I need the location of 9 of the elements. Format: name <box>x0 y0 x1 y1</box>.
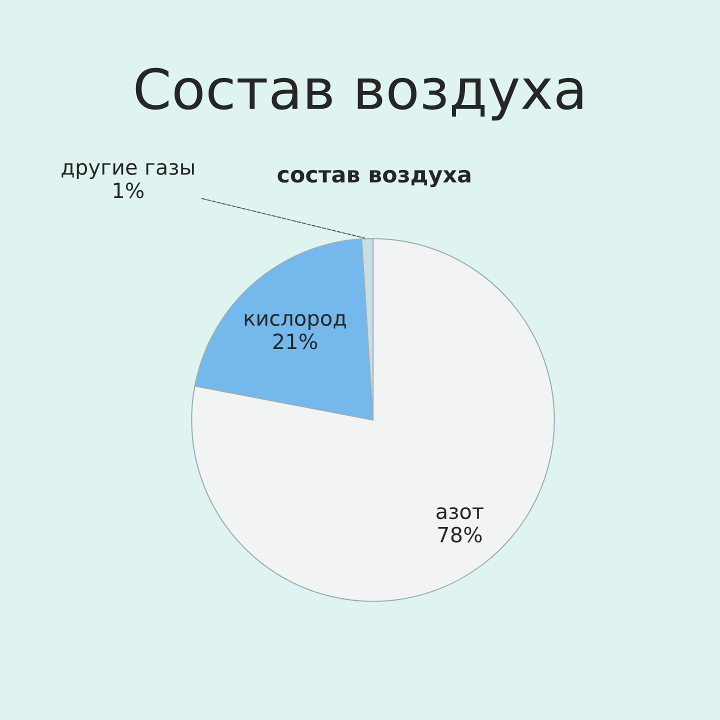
data-label: 21% <box>273 334 318 350</box>
data-label: 78% <box>438 526 482 543</box>
slice-label: другие газы <box>62 162 194 180</box>
pie-slice <box>191 238 555 602</box>
chart-subtitle: состав воздуха <box>278 170 470 188</box>
chart-title: Состав воздуха <box>136 68 582 120</box>
data-label: 1% <box>114 182 144 198</box>
slice-label: кислород <box>244 314 346 330</box>
slice-label: азот <box>436 507 484 520</box>
